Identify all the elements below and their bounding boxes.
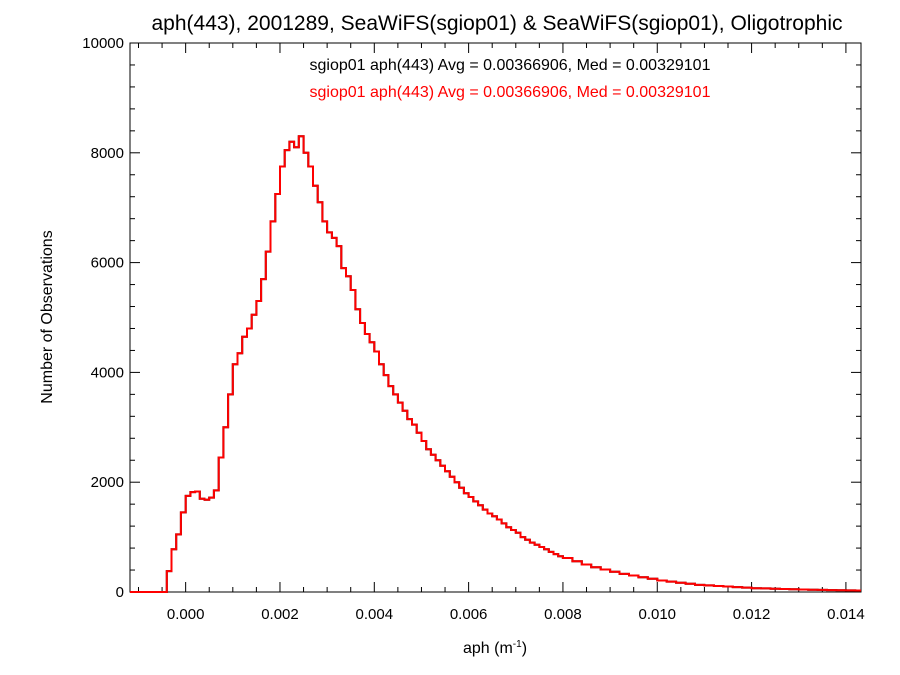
x-axis-label: aph (m-1) [463,639,527,657]
x-tick-labels: 0.000 0.002 0.004 0.006 0.008 0.010 0.012 0.014 [167,606,865,623]
y-tick-label: 4000 [91,364,124,381]
series-black-line [130,135,861,593]
x-axis-label-sup: -1 [513,639,522,650]
x-tick-label: 0.008 [544,606,582,623]
x-tick-label: 0.012 [733,606,771,623]
x-tick-label: 0.000 [167,606,205,623]
plot-frame [129,42,862,593]
x-tick-label: 0.006 [450,606,488,623]
x-tick-label: 0.010 [638,606,676,623]
annotation-black: sgiop01 aph(443) Avg = 0.00366906, Med =… [310,57,711,74]
x-axis-label-suffix: ) [522,640,527,657]
histogram-series [130,135,861,593]
y-tick-label: 10000 [82,35,124,52]
x-tick-label: 0.002 [261,606,299,623]
axis-ticks [130,42,861,593]
y-tick-label: 2000 [91,474,124,491]
chart-title: aph(443), 2001289, SeaWiFS(sgiop01) & Se… [151,12,842,35]
y-tick-labels: 0 2000 4000 6000 8000 10000 [82,35,124,601]
y-tick-label: 0 [116,584,124,601]
x-tick-label: 0.004 [356,606,394,623]
y-tick-label: 8000 [91,145,124,162]
series-red-line [130,135,861,593]
y-axis-label: Number of Observations [39,230,56,403]
x-axis-label-text: aph (m [463,640,513,657]
annotation-red: sgiop01 aph(443) Avg = 0.00366906, Med =… [310,84,711,101]
y-tick-label: 6000 [91,255,124,272]
x-tick-label: 0.014 [827,606,865,623]
